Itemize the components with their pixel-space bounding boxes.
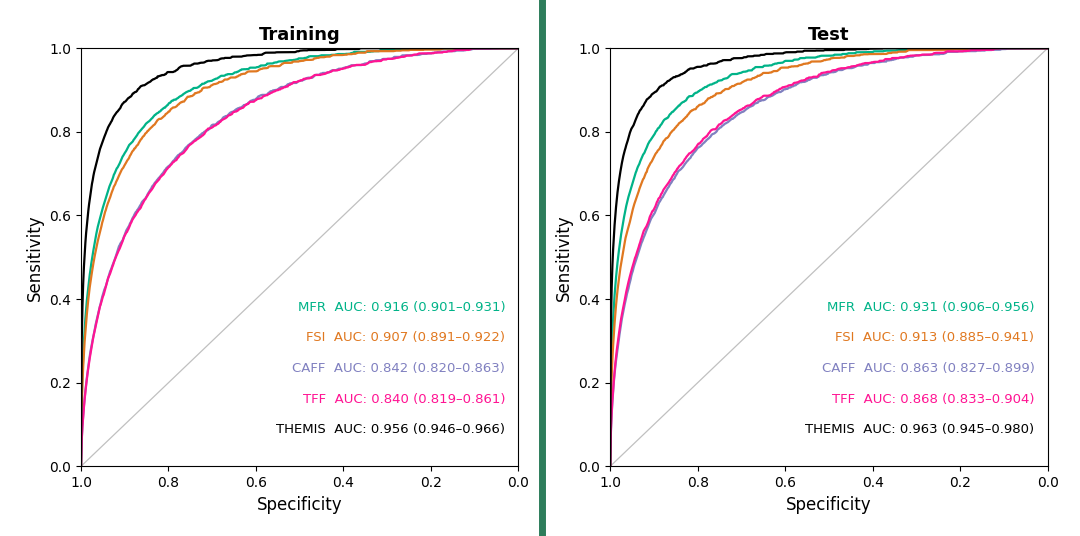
Text: CAFF  AUC: 0.842 (0.820–0.863): CAFF AUC: 0.842 (0.820–0.863) — [293, 362, 505, 375]
Title: Test: Test — [808, 26, 850, 44]
X-axis label: Specificity: Specificity — [257, 496, 342, 513]
Text: MFR  AUC: 0.931 (0.906–0.956): MFR AUC: 0.931 (0.906–0.956) — [827, 301, 1035, 314]
Y-axis label: Sensitivity: Sensitivity — [26, 214, 43, 301]
Text: FSI  AUC: 0.907 (0.891–0.922): FSI AUC: 0.907 (0.891–0.922) — [307, 331, 505, 345]
Y-axis label: Sensitivity: Sensitivity — [555, 214, 572, 301]
Text: MFR  AUC: 0.916 (0.901–0.931): MFR AUC: 0.916 (0.901–0.931) — [298, 301, 505, 314]
Text: FSI  AUC: 0.913 (0.885–0.941): FSI AUC: 0.913 (0.885–0.941) — [836, 331, 1035, 345]
Title: Training: Training — [259, 26, 340, 44]
Text: CAFF  AUC: 0.863 (0.827–0.899): CAFF AUC: 0.863 (0.827–0.899) — [822, 362, 1035, 375]
Text: TFF  AUC: 0.868 (0.833–0.904): TFF AUC: 0.868 (0.833–0.904) — [832, 392, 1035, 406]
Text: THEMIS  AUC: 0.956 (0.946–0.966): THEMIS AUC: 0.956 (0.946–0.966) — [276, 423, 505, 436]
X-axis label: Specificity: Specificity — [786, 496, 872, 513]
Text: TFF  AUC: 0.840 (0.819–0.861): TFF AUC: 0.840 (0.819–0.861) — [302, 392, 505, 406]
Text: THEMIS  AUC: 0.963 (0.945–0.980): THEMIS AUC: 0.963 (0.945–0.980) — [806, 423, 1035, 436]
